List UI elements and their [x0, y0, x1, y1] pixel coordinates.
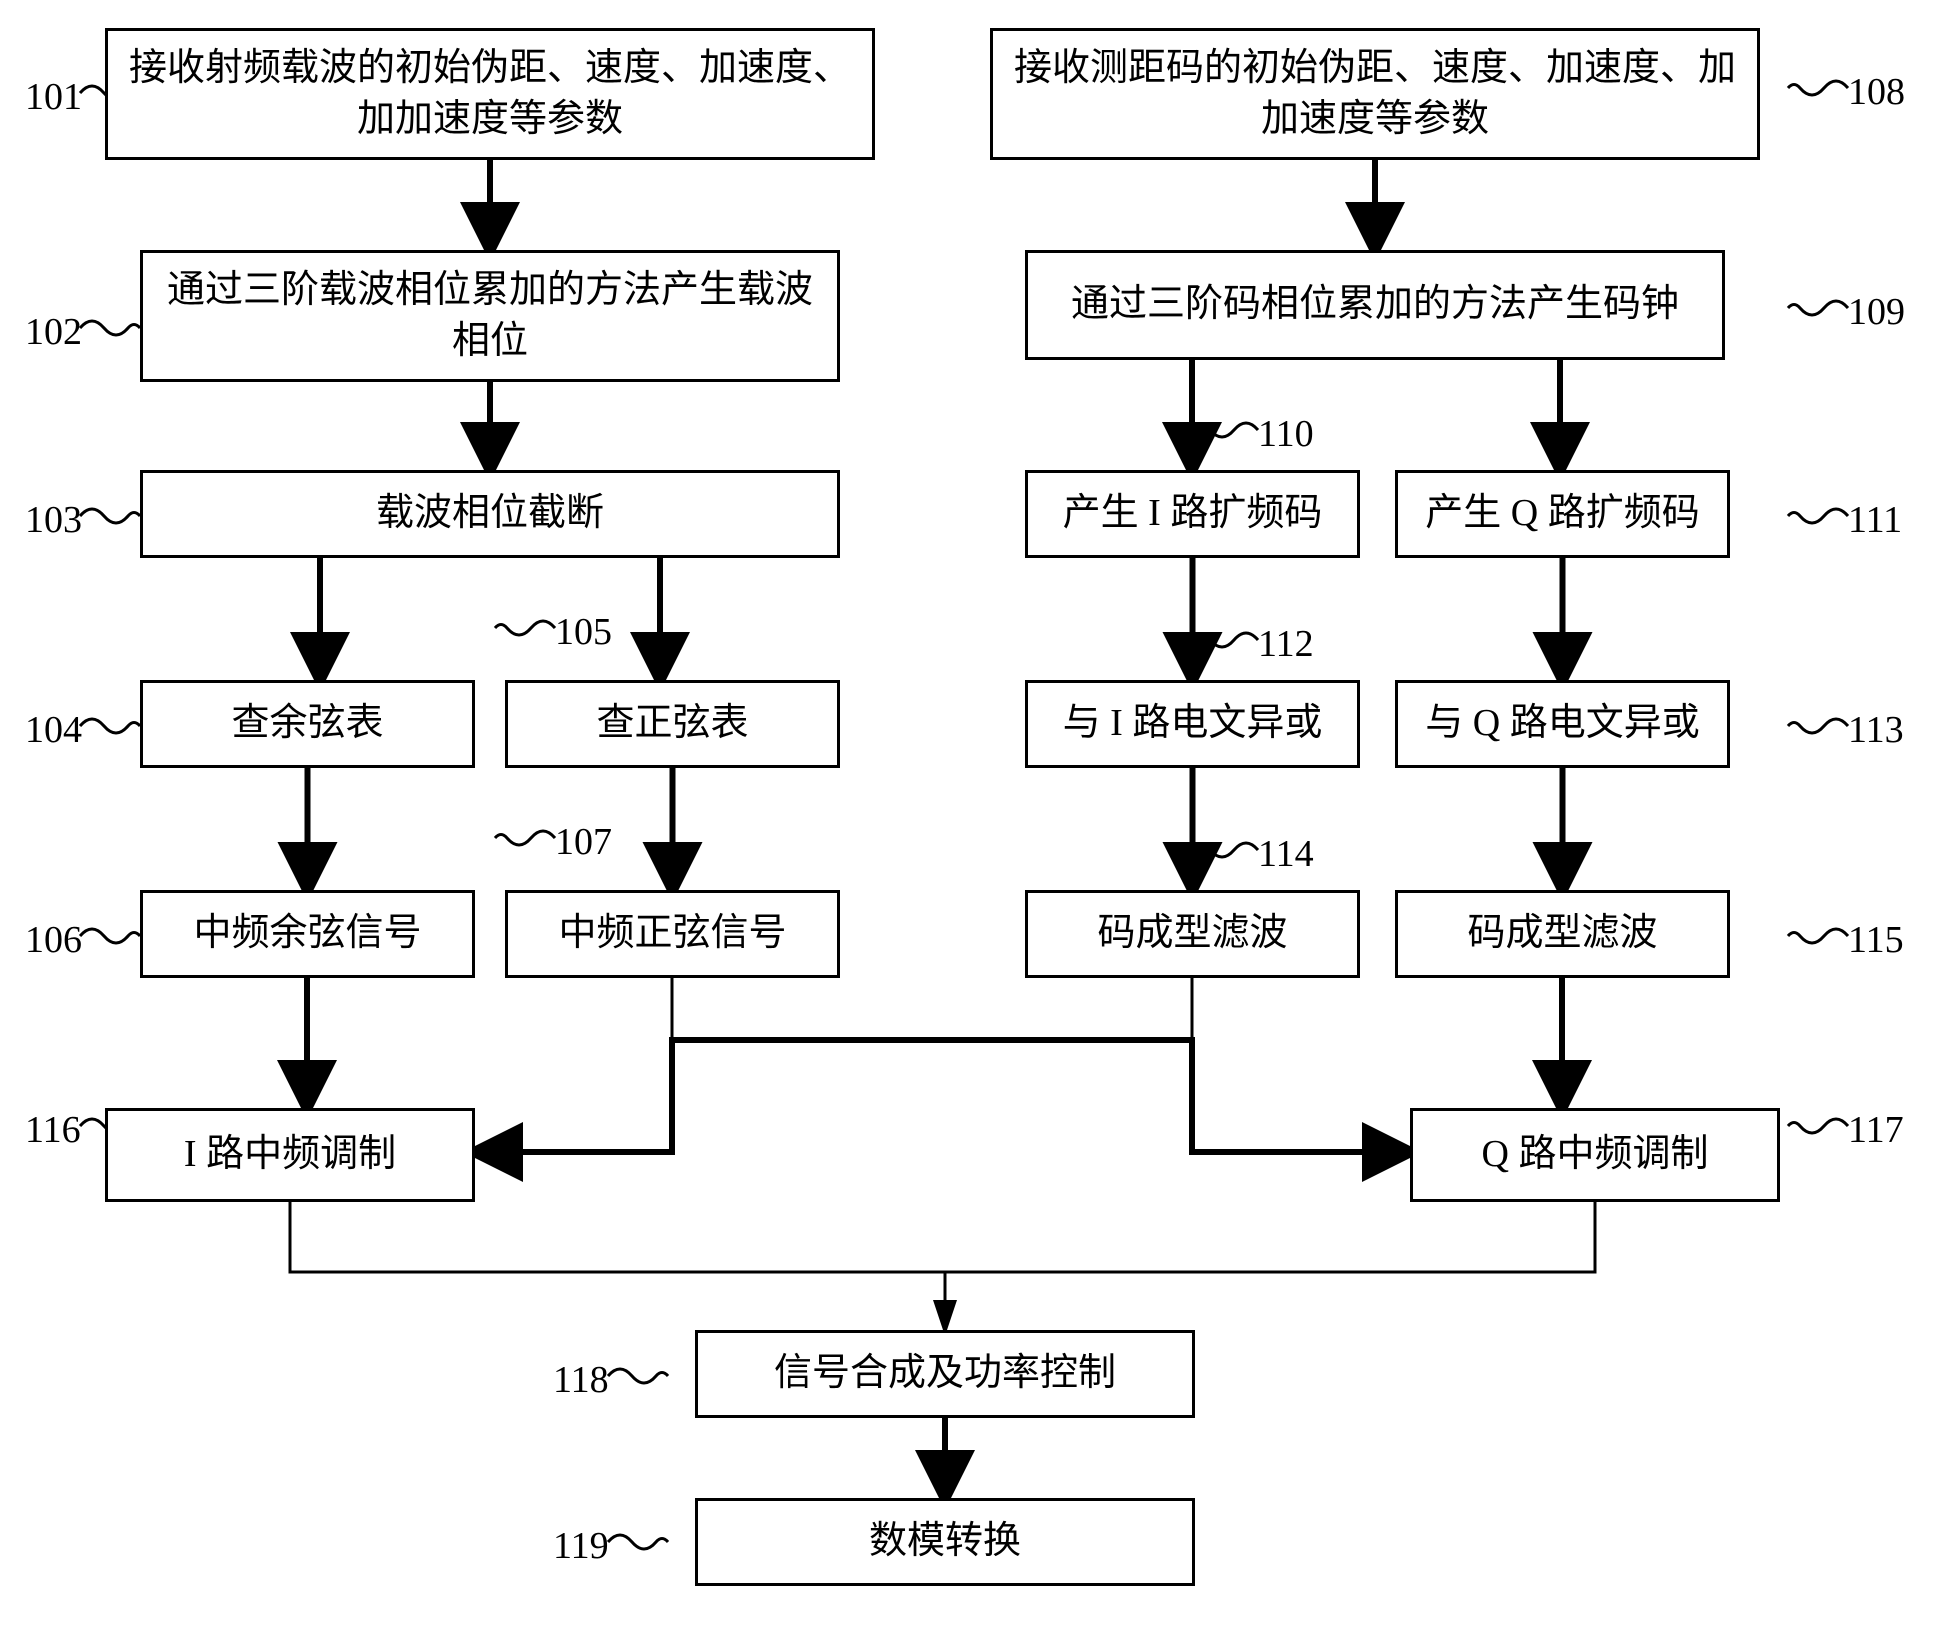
ref-label-text: 105 [555, 611, 612, 653]
node-118: 信号合成及功率控制 [695, 1330, 1195, 1418]
node-105: 查正弦表 [505, 680, 840, 768]
ref-label-text: 112 [1258, 623, 1314, 665]
node-label: 数模转换 [869, 1516, 1021, 1567]
ref-label-105: 105 [555, 610, 612, 654]
ref-label-text: 109 [1848, 291, 1905, 333]
ref-label-115: 115 [1848, 918, 1904, 962]
ref-label-text: 114 [1258, 833, 1314, 875]
node-label: 码成型滤波 [1097, 908, 1287, 959]
ref-label-108: 108 [1848, 70, 1905, 114]
node-label: 码成型滤波 [1467, 908, 1657, 959]
node-label: 中频余弦信号 [193, 908, 421, 959]
ref-label-111: 111 [1848, 498, 1902, 542]
node-114: 码成型滤波 [1025, 890, 1360, 978]
node-label: 中频正弦信号 [558, 908, 786, 959]
node-112: 与 I 路电文异或 [1025, 680, 1360, 768]
ref-label-116: 116 [25, 1108, 81, 1152]
node-label: I 路中频调制 [184, 1129, 396, 1180]
node-117: Q 路中频调制 [1410, 1108, 1780, 1202]
ref-label-117: 117 [1848, 1108, 1904, 1152]
ref-label-113: 113 [1848, 708, 1904, 752]
node-label: 接收射频载波的初始伪距、速度、加速度、加加速度等参数 [118, 43, 862, 146]
ref-label-text: 116 [25, 1109, 81, 1151]
node-label: 与 I 路电文异或 [1063, 698, 1323, 749]
ref-label-103: 103 [25, 498, 82, 542]
ref-label-text: 117 [1848, 1109, 1904, 1151]
node-104: 查余弦表 [140, 680, 475, 768]
ref-label-text: 115 [1848, 919, 1904, 961]
ref-label-text: 119 [553, 1525, 609, 1567]
node-label: 查余弦表 [231, 698, 383, 749]
ref-label-119: 119 [553, 1524, 609, 1568]
ref-label-112: 112 [1258, 622, 1314, 666]
ref-label-102: 102 [25, 310, 82, 354]
ref-label-text: 102 [25, 311, 82, 353]
ref-label-text: 107 [555, 821, 612, 863]
node-label: 载波相位截断 [376, 488, 604, 539]
ref-label-text: 108 [1848, 71, 1905, 113]
ref-label-109: 109 [1848, 290, 1905, 334]
node-label: 产生 Q 路扩频码 [1425, 488, 1699, 539]
ref-label-104: 104 [25, 708, 82, 752]
node-108: 接收测距码的初始伪距、速度、加速度、加加速度等参数 [990, 28, 1760, 160]
ref-label-text: 118 [553, 1359, 609, 1401]
node-label: 产生 I 路扩频码 [1063, 488, 1323, 539]
ref-label-106: 106 [25, 918, 82, 962]
ref-label-101: 101 [25, 75, 82, 119]
ref-label-text: 101 [25, 76, 82, 118]
node-115: 码成型滤波 [1395, 890, 1730, 978]
ref-label-text: 113 [1848, 709, 1904, 751]
ref-label-text: 106 [25, 919, 82, 961]
node-107: 中频正弦信号 [505, 890, 840, 978]
node-101: 接收射频载波的初始伪距、速度、加速度、加加速度等参数 [105, 28, 875, 160]
node-label: 通过三阶码相位累加的方法产生码钟 [1071, 279, 1679, 330]
ref-label-text: 111 [1848, 499, 1902, 541]
node-109: 通过三阶码相位累加的方法产生码钟 [1025, 250, 1725, 360]
ref-label-text: 110 [1258, 413, 1314, 455]
node-110: 产生 I 路扩频码 [1025, 470, 1360, 558]
node-label: 通过三阶载波相位累加的方法产生载波相位 [153, 265, 827, 368]
node-111: 产生 Q 路扩频码 [1395, 470, 1730, 558]
node-113: 与 Q 路电文异或 [1395, 680, 1730, 768]
node-label: 接收测距码的初始伪距、速度、加速度、加加速度等参数 [1003, 43, 1747, 146]
ref-label-text: 103 [25, 499, 82, 541]
ref-label-107: 107 [555, 820, 612, 864]
node-106: 中频余弦信号 [140, 890, 475, 978]
node-label: 查正弦表 [596, 698, 748, 749]
node-label: 与 Q 路电文异或 [1425, 698, 1699, 749]
node-label: 信号合成及功率控制 [774, 1348, 1116, 1399]
ref-label-118: 118 [553, 1358, 609, 1402]
node-label: Q 路中频调制 [1482, 1129, 1709, 1180]
node-116: I 路中频调制 [105, 1108, 475, 1202]
node-103: 载波相位截断 [140, 470, 840, 558]
ref-label-text: 104 [25, 709, 82, 751]
ref-label-114: 114 [1258, 832, 1314, 876]
node-102: 通过三阶载波相位累加的方法产生载波相位 [140, 250, 840, 382]
node-119: 数模转换 [695, 1498, 1195, 1586]
ref-label-110: 110 [1258, 412, 1314, 456]
